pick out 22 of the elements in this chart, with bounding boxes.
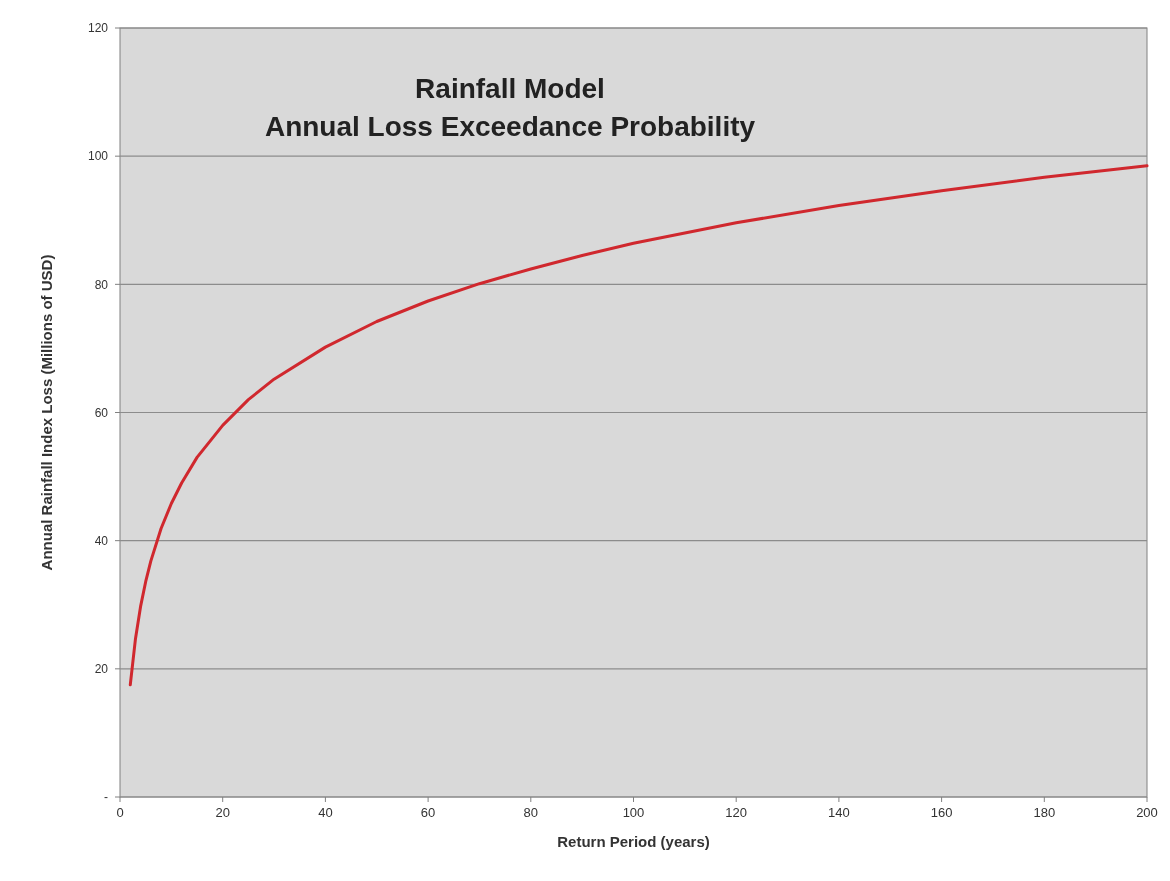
- y-axis-title: Annual Rainfall Index Loss (Millions of USD): [38, 254, 55, 571]
- x-tick-label: 60: [420, 805, 436, 820]
- x-tick-label: 80: [523, 805, 539, 820]
- y-tick-label: 120: [87, 21, 109, 36]
- y-tick-label: -: [104, 790, 108, 805]
- x-axis-title: Return Period (years): [557, 833, 710, 850]
- x-tick-label: 0: [116, 805, 124, 820]
- x-tick-label: 200: [1136, 805, 1158, 820]
- x-tick-label: 40: [318, 805, 333, 820]
- y-tick-label: 20: [94, 662, 109, 677]
- x-tick-label: 140: [828, 805, 850, 820]
- x-tick-label: 20: [215, 805, 230, 820]
- y-tick-label: 100: [87, 149, 109, 164]
- line-series: [128, 164, 1149, 687]
- x-tick-label: 160: [930, 805, 953, 820]
- y-tick-label: 60: [94, 405, 109, 420]
- y-tick-label: 40: [94, 533, 109, 548]
- x-tick-label: 180: [1033, 805, 1056, 820]
- x-tick-label: 100: [622, 805, 645, 820]
- x-tick-label: 120: [725, 805, 748, 820]
- y-tick-label: 80: [94, 277, 109, 292]
- text: Rainfall Model Annual Loss Exceedance Probability: [264, 73, 756, 142]
